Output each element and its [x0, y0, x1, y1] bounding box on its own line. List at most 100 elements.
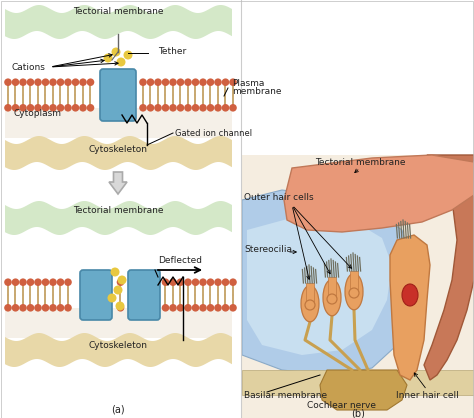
Circle shape	[57, 104, 64, 112]
Text: Deflected: Deflected	[158, 256, 202, 265]
Circle shape	[207, 278, 214, 286]
Polygon shape	[5, 201, 232, 235]
Circle shape	[110, 268, 119, 276]
Circle shape	[214, 79, 222, 86]
Text: membrane: membrane	[232, 87, 282, 95]
Circle shape	[49, 104, 57, 112]
Circle shape	[184, 79, 192, 86]
Circle shape	[207, 104, 214, 112]
FancyBboxPatch shape	[128, 270, 160, 320]
Circle shape	[154, 79, 162, 86]
Circle shape	[4, 278, 12, 286]
Circle shape	[169, 104, 177, 112]
Text: Cytoplasm: Cytoplasm	[14, 110, 62, 118]
Circle shape	[184, 104, 192, 112]
Ellipse shape	[345, 273, 363, 310]
FancyBboxPatch shape	[100, 69, 136, 121]
Polygon shape	[5, 136, 232, 170]
Polygon shape	[242, 190, 412, 375]
Circle shape	[146, 104, 155, 112]
Circle shape	[214, 104, 222, 112]
Text: Cations: Cations	[11, 63, 45, 71]
Circle shape	[49, 278, 57, 286]
Circle shape	[162, 278, 169, 286]
Bar	[242, 370, 474, 395]
Circle shape	[199, 304, 207, 311]
Polygon shape	[5, 333, 232, 367]
Circle shape	[64, 278, 72, 286]
Polygon shape	[109, 172, 127, 194]
Circle shape	[169, 79, 177, 86]
Circle shape	[42, 278, 49, 286]
Circle shape	[57, 278, 64, 286]
Circle shape	[4, 304, 12, 311]
Text: Plasma: Plasma	[232, 79, 264, 89]
Circle shape	[118, 275, 127, 285]
Circle shape	[87, 104, 94, 112]
Circle shape	[34, 278, 42, 286]
Circle shape	[117, 278, 124, 286]
Circle shape	[177, 304, 184, 311]
Circle shape	[103, 54, 112, 63]
Text: Basilar membrane: Basilar membrane	[244, 390, 327, 400]
Circle shape	[169, 304, 177, 311]
Circle shape	[229, 304, 237, 311]
Circle shape	[229, 79, 237, 86]
Circle shape	[177, 278, 184, 286]
Circle shape	[222, 79, 229, 86]
Circle shape	[327, 294, 337, 304]
Circle shape	[191, 104, 199, 112]
Circle shape	[113, 285, 122, 295]
Polygon shape	[320, 370, 407, 410]
Circle shape	[108, 293, 117, 303]
Circle shape	[42, 104, 49, 112]
Circle shape	[27, 104, 34, 112]
Circle shape	[305, 300, 315, 310]
Circle shape	[191, 79, 199, 86]
Ellipse shape	[402, 284, 418, 306]
Circle shape	[42, 79, 49, 86]
Circle shape	[64, 304, 72, 311]
Circle shape	[12, 304, 19, 311]
Circle shape	[117, 304, 124, 311]
Circle shape	[19, 104, 27, 112]
Bar	[350, 271, 358, 291]
Circle shape	[4, 104, 12, 112]
Circle shape	[34, 79, 42, 86]
Circle shape	[146, 79, 155, 86]
Bar	[242, 155, 474, 418]
Bar	[5, 108, 232, 138]
Circle shape	[34, 304, 42, 311]
Circle shape	[199, 278, 207, 286]
Circle shape	[117, 58, 126, 66]
Bar	[242, 0, 474, 418]
Circle shape	[72, 104, 79, 112]
Circle shape	[42, 304, 49, 311]
Circle shape	[124, 51, 133, 59]
Circle shape	[222, 278, 229, 286]
Circle shape	[229, 278, 237, 286]
Circle shape	[207, 304, 214, 311]
Circle shape	[229, 104, 237, 112]
Circle shape	[19, 304, 27, 311]
Text: Tectorial membrane: Tectorial membrane	[73, 7, 163, 16]
Circle shape	[57, 79, 64, 86]
Circle shape	[12, 104, 19, 112]
Text: Cytoskeleton: Cytoskeleton	[89, 145, 147, 153]
Circle shape	[49, 304, 57, 311]
Polygon shape	[5, 5, 232, 39]
Circle shape	[191, 304, 199, 311]
Circle shape	[49, 79, 57, 86]
Text: Tectorial membrane: Tectorial membrane	[315, 158, 405, 167]
Circle shape	[27, 79, 34, 86]
Bar	[5, 308, 232, 338]
Circle shape	[57, 304, 64, 311]
Circle shape	[162, 104, 169, 112]
Circle shape	[154, 104, 162, 112]
Circle shape	[64, 79, 72, 86]
Circle shape	[177, 104, 184, 112]
Circle shape	[191, 278, 199, 286]
Circle shape	[72, 79, 79, 86]
Text: (b): (b)	[351, 408, 365, 418]
Polygon shape	[284, 155, 474, 232]
